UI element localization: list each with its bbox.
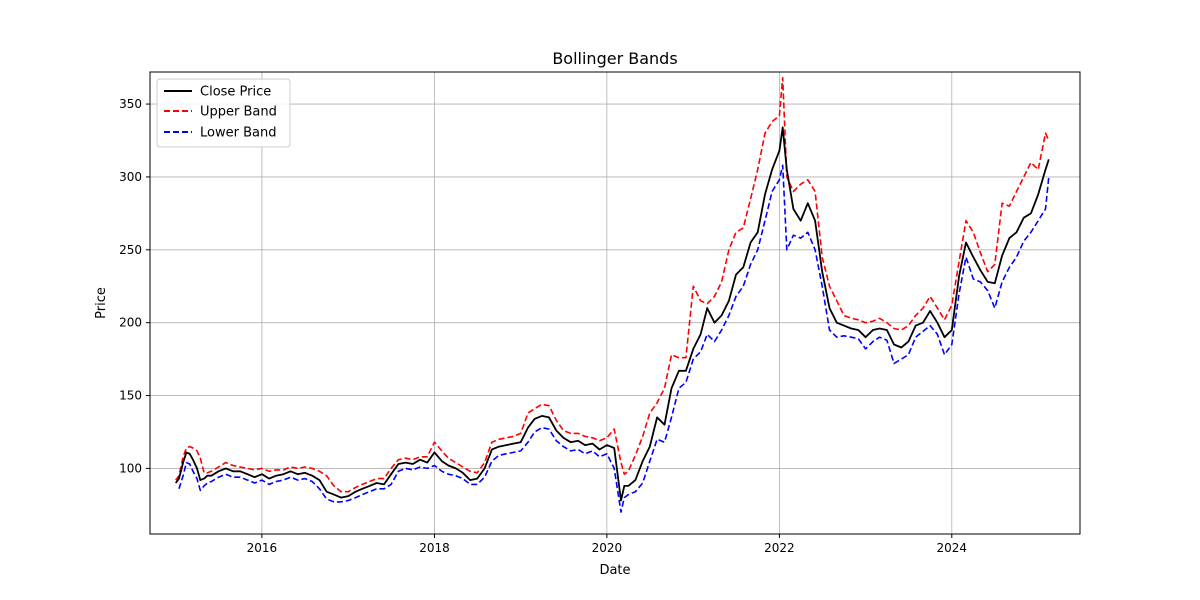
y-tick-label: 150 [119,389,142,403]
plot-frame [149,71,1081,535]
y-tick-label: 200 [119,316,142,330]
lower-band-line [178,164,1050,513]
legend-label-close-price: Close Price [200,85,271,100]
x-tick-label: 2018 [419,541,450,555]
ticks: 2016 2018 2020 2022 2024 100 150 200 250 300 350 [119,97,967,555]
x-tick-label: 2020 [592,541,623,555]
legend-label-lower-band: Lower Band [200,126,276,141]
x-axis-label: Date [599,563,630,578]
y-tick-label: 350 [119,97,142,111]
y-tick-label: 300 [119,170,142,184]
y-tick-label: 250 [119,243,142,257]
close-price-line [174,126,1050,502]
series-group [174,77,1050,513]
upper-band-line [175,77,1050,493]
x-tick-label: 2022 [764,541,795,555]
y-axis-label: Price [94,287,109,319]
grid [150,72,1080,534]
y-tick-label: 100 [119,461,142,475]
legend-label-upper-band: Upper Band [200,105,277,120]
legend-box [156,78,291,148]
legend: Close Price Upper Band Lower Band [156,78,291,148]
x-tick-label: 2016 [247,541,278,555]
x-tick-label: 2024 [937,541,968,555]
chart-title: Bollinger Bands [552,49,677,68]
